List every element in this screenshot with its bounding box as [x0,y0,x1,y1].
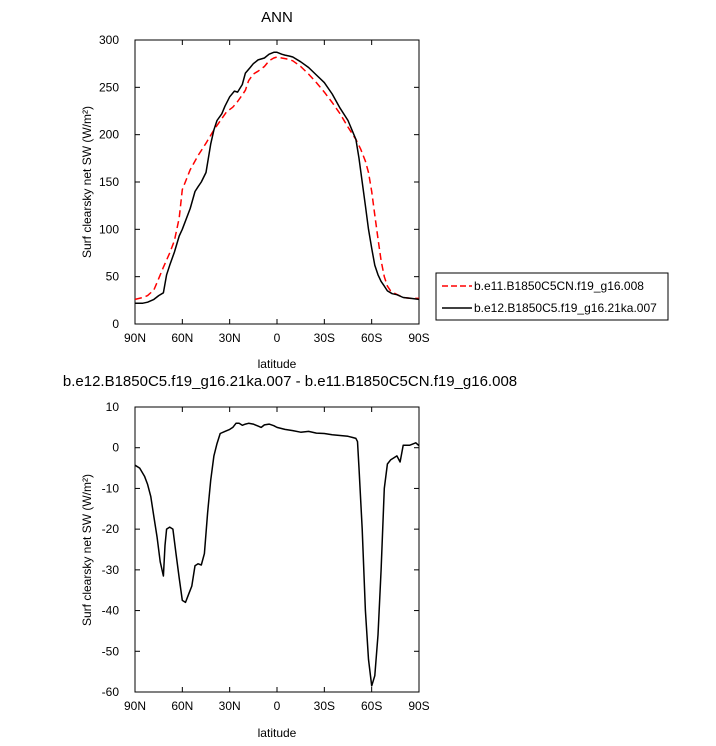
bottom-series-line-1 [134,422,420,687]
top-plot-title: ANN [261,9,293,26]
bottom-x-tick-label: 60S [361,699,382,713]
bottom-ticks: 90N 60N 30N 0 30S 60S 90S -60 -50 -40 -30 -20 -10 0 10 [102,400,430,713]
bottom-y-tick-label: -60 [102,685,120,699]
top-y-tick-label: 150 [99,175,119,189]
legend-label-series-1: b.e11.B1850C5CN.f19_g16.008 [474,279,644,293]
bottom-y-tick-label: 0 [112,441,119,455]
top-x-tick-label: 60S [361,331,382,345]
legend-box [435,272,669,321]
bottom-y-tick-label: -10 [102,481,120,495]
top-y-tick-label: 0 [112,317,119,331]
top-y-tick-label: 50 [106,270,120,284]
bottom-x-tick-label: 90S [408,699,429,713]
bottom-panel: b.e12.B1850C5.f19_g16.21ka.007 - b.e11.B… [63,373,517,740]
legend-label-series-2: b.e12.B1850C5.f19_g16.21ka.007 [474,301,657,315]
top-series-lines [134,51,420,304]
top-x-tick-label: 90S [408,331,429,345]
bottom-x-axis-title: latitude [258,726,297,740]
top-y-tick-label: 250 [99,80,119,94]
top-series-line-2 [135,51,420,304]
top-series-line-1 [134,56,419,301]
top-y-axis-title: Surf clearsky net SW (W/m²) [80,106,94,258]
top-x-axis-title: latitude [258,357,297,371]
bottom-y-tick-label: -50 [102,644,120,658]
top-x-tick-label: 30S [314,331,335,345]
bottom-x-tick-label: 30N [219,699,241,713]
top-plot-frame [134,39,420,325]
top-ticks: 90N 60N 30N 0 30S 60S 90S 0 50 100 150 200 250 300 [99,33,430,345]
top-y-tick-label: 100 [99,222,119,236]
top-y-tick-label: 300 [99,33,119,47]
bottom-x-tick-label: 60N [171,699,193,713]
bottom-x-tick-label: 0 [274,699,281,713]
bottom-y-tick-label: -30 [102,563,120,577]
top-x-tick-label: 0 [274,331,281,345]
bottom-y-axis-title: Surf clearsky net SW (W/m²) [80,474,94,626]
bottom-plot-title: b.e12.B1850C5.f19_g16.21ka.007 - b.e11.B… [63,373,517,390]
top-y-tick-label: 200 [99,128,119,142]
bottom-series-lines [134,422,420,687]
bottom-y-tick-label: -40 [102,604,120,618]
top-x-tick-label: 30N [219,331,241,345]
bottom-x-tick-label: 30S [314,699,335,713]
top-x-tick-label: 60N [171,331,193,345]
top-x-tick-label: 90N [124,331,146,345]
bottom-x-tick-label: 90N [124,699,146,713]
top-panel: ANN 90N 60N 30N 0 30S 60S 90S 0 50 100 150 200 250 30… [80,9,669,371]
legend: b.e11.B1850C5CN.f19_g16.008 b.e12.B1850C… [435,272,669,321]
bottom-y-tick-label: 10 [106,400,120,414]
bottom-y-tick-label: -20 [102,522,120,536]
